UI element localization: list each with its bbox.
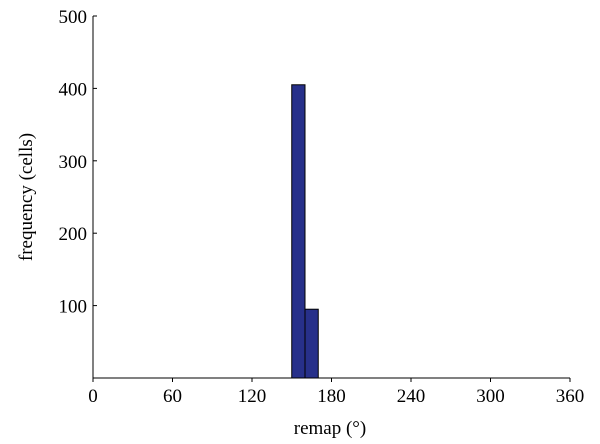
x-tick-label: 360	[556, 386, 585, 407]
histogram-bar-1	[304, 308, 319, 379]
bars	[291, 84, 319, 379]
y-tick-label: 300	[59, 152, 88, 173]
y-tick-label: 400	[59, 79, 88, 100]
x-tick-label: 0	[88, 386, 98, 407]
x-tick-label: 120	[238, 386, 267, 407]
y-tick-label: 200	[59, 224, 88, 245]
x-axis-label: remap (°)	[294, 418, 366, 439]
x-tick-label: 240	[397, 386, 426, 407]
x-ticks: 0 60 120 180 240 300 360	[88, 378, 584, 407]
y-tick-label: 500	[59, 7, 88, 28]
y-axis-label: frequency (cells)	[16, 133, 37, 261]
y-tick-label: 100	[59, 297, 88, 318]
axes	[92, 16, 570, 379]
y-ticks: 100 200 300 400 500	[59, 7, 97, 318]
histogram-bar-0	[291, 84, 306, 379]
x-tick-label: 180	[317, 386, 346, 407]
x-tick-label: 300	[476, 386, 505, 407]
x-tick-label: 60	[163, 386, 182, 407]
